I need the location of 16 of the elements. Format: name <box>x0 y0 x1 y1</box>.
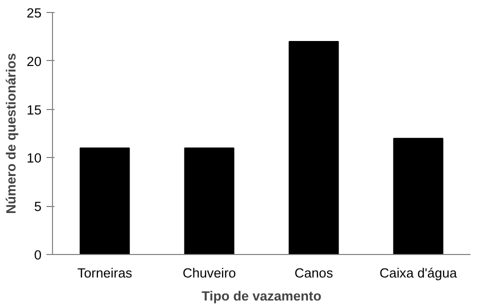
y-tick-label: 0 <box>34 248 42 262</box>
bar <box>288 41 339 254</box>
y-tick-label: 25 <box>26 6 42 20</box>
bar <box>184 148 234 254</box>
y-tick-label: 10 <box>26 150 42 166</box>
bar <box>393 138 444 254</box>
y-tick-label: 5 <box>34 199 42 214</box>
y-tick-label: 20 <box>26 54 42 69</box>
y-axis-title: Número de questionários <box>4 53 19 214</box>
x-tick-label: Chuveiro <box>182 266 236 280</box>
x-axis-title: Tipo de vazamento <box>202 288 322 304</box>
x-tick-label: Canos <box>294 266 334 280</box>
y-tick-label: 15 <box>26 102 42 118</box>
bar <box>80 148 130 254</box>
x-tick-label: Torneiras <box>77 266 132 280</box>
x-tick-label: Caixa d'água <box>380 266 458 280</box>
